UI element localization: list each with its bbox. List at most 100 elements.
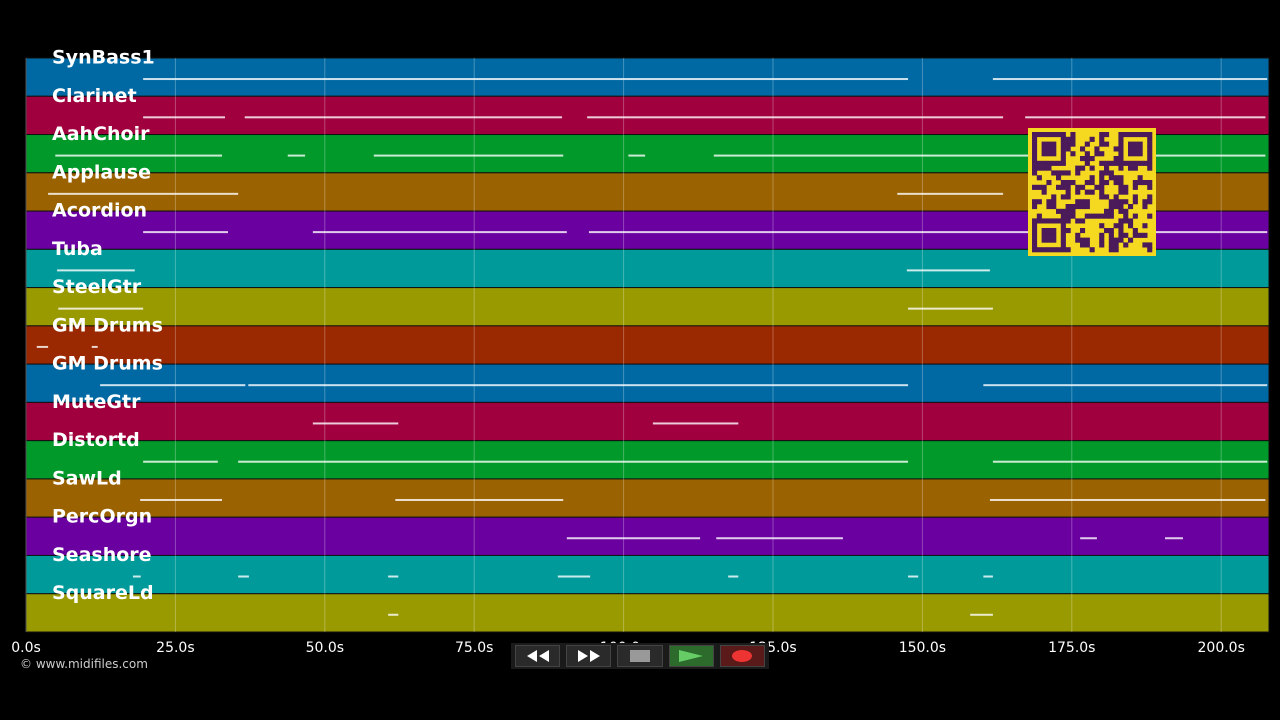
qr-cell: [1056, 175, 1062, 181]
qr-cell: [1147, 199, 1153, 205]
qr-cell: [1104, 208, 1110, 214]
note-run: [395, 498, 564, 501]
track-name: SquareLd: [52, 582, 154, 604]
qr-cell: [1089, 180, 1095, 186]
qr-cell: [1032, 132, 1038, 138]
qr-cell: [1051, 247, 1057, 253]
note-run: [992, 78, 1268, 81]
qr-cell: [1108, 208, 1114, 214]
note-run: [373, 154, 564, 157]
qr-cell: [1032, 204, 1038, 210]
note-run: [992, 460, 1268, 463]
qr-cell: [1041, 228, 1047, 234]
qr-cell: [1099, 151, 1105, 157]
track-lane: [25, 478, 1270, 518]
note-run: [48, 192, 239, 195]
time-tick-label: 175.0s: [1048, 640, 1095, 656]
qr-cell: [1132, 194, 1138, 200]
qr-cell: [1051, 160, 1057, 166]
track-name: MuteGtr: [52, 391, 141, 413]
qr-cell: [1032, 136, 1038, 142]
qr-cell: [1060, 156, 1066, 162]
qr-cell: [1051, 218, 1057, 224]
qr-cell: [1118, 146, 1124, 152]
track-name: Applause: [52, 161, 151, 183]
qr-cell: [1036, 213, 1042, 219]
note-run: [143, 116, 225, 119]
qr-cell: [1032, 232, 1038, 238]
track-name: Acordion: [52, 200, 147, 222]
note-run: [312, 231, 567, 234]
qr-cell: [1099, 232, 1105, 238]
track-name: Clarinet: [52, 85, 137, 107]
qr-cell: [1113, 180, 1119, 186]
track-name: GM Drums: [52, 353, 163, 375]
qr-cell: [1032, 223, 1038, 229]
qr-cell: [1118, 223, 1124, 229]
qr-cell: [1065, 146, 1071, 152]
record-button[interactable]: [719, 645, 766, 667]
qr-cell: [1104, 160, 1110, 166]
qr-cell: [1051, 194, 1057, 200]
time-tick-label: 25.0s: [156, 640, 194, 656]
qr-cell: [1036, 199, 1042, 205]
qr-cell: [1113, 204, 1119, 210]
time-tick-label: 150.0s: [899, 640, 946, 656]
qr-cell: [1132, 180, 1138, 186]
qr-cell: [1065, 141, 1071, 147]
note-run: [588, 231, 1268, 234]
qr-cell: [1051, 204, 1057, 210]
qr-cell: [1046, 218, 1052, 224]
qr-cell: [1041, 132, 1047, 138]
qr-cell: [1065, 228, 1071, 234]
qr-cell: [1036, 175, 1042, 181]
qr-cell: [1051, 151, 1057, 157]
play-icon: [679, 650, 704, 662]
qr-cell: [1123, 184, 1129, 190]
note-run: [983, 575, 993, 578]
qr-cell: [1128, 204, 1134, 210]
qr-cell: [1032, 228, 1038, 234]
qr-cell: [1099, 132, 1105, 138]
qr-cell: [1147, 194, 1153, 200]
qr-cell: [1041, 141, 1047, 147]
qr-cell: [1075, 170, 1081, 176]
note-run: [897, 192, 1004, 195]
qr-cell: [1075, 218, 1081, 224]
qr-cell: [1104, 170, 1110, 176]
forward-button[interactable]: [566, 645, 612, 667]
qr-cell: [1099, 136, 1105, 142]
qr-cell: [1099, 170, 1105, 176]
rewind-button[interactable]: [515, 645, 561, 667]
qr-cell: [1118, 141, 1124, 147]
qr-cell: [1032, 160, 1038, 166]
qr-cell: [1051, 132, 1057, 138]
qr-cell: [1113, 242, 1119, 248]
note-run: [143, 231, 228, 234]
play-button[interactable]: [668, 645, 714, 667]
qr-cell: [1113, 247, 1119, 253]
qr-cell: [1084, 199, 1090, 205]
track-lane: [25, 363, 1270, 403]
qr-cell: [1065, 213, 1071, 219]
qr-cell: [1065, 170, 1071, 176]
qr-cell: [1128, 151, 1134, 157]
qr-cell: [1147, 184, 1153, 190]
qr-cell: [1104, 165, 1110, 171]
note-run: [1165, 537, 1183, 540]
qr-cell: [1128, 165, 1134, 171]
qr-cell: [1108, 204, 1114, 210]
qr-cell: [1041, 247, 1047, 253]
note-run: [587, 116, 1004, 119]
qr-cell: [1070, 141, 1076, 147]
qr-cell: [1128, 160, 1134, 166]
qr-cell: [1036, 160, 1042, 166]
note-run: [287, 154, 306, 157]
qr-cell: [1099, 213, 1105, 219]
qr-cell: [1041, 165, 1047, 171]
qr-cell: [1084, 180, 1090, 186]
qr-cell: [1051, 237, 1057, 243]
time-tick-label: 200.0s: [1198, 640, 1245, 656]
qr-cell: [1075, 199, 1081, 205]
stop-button[interactable]: [617, 645, 663, 667]
